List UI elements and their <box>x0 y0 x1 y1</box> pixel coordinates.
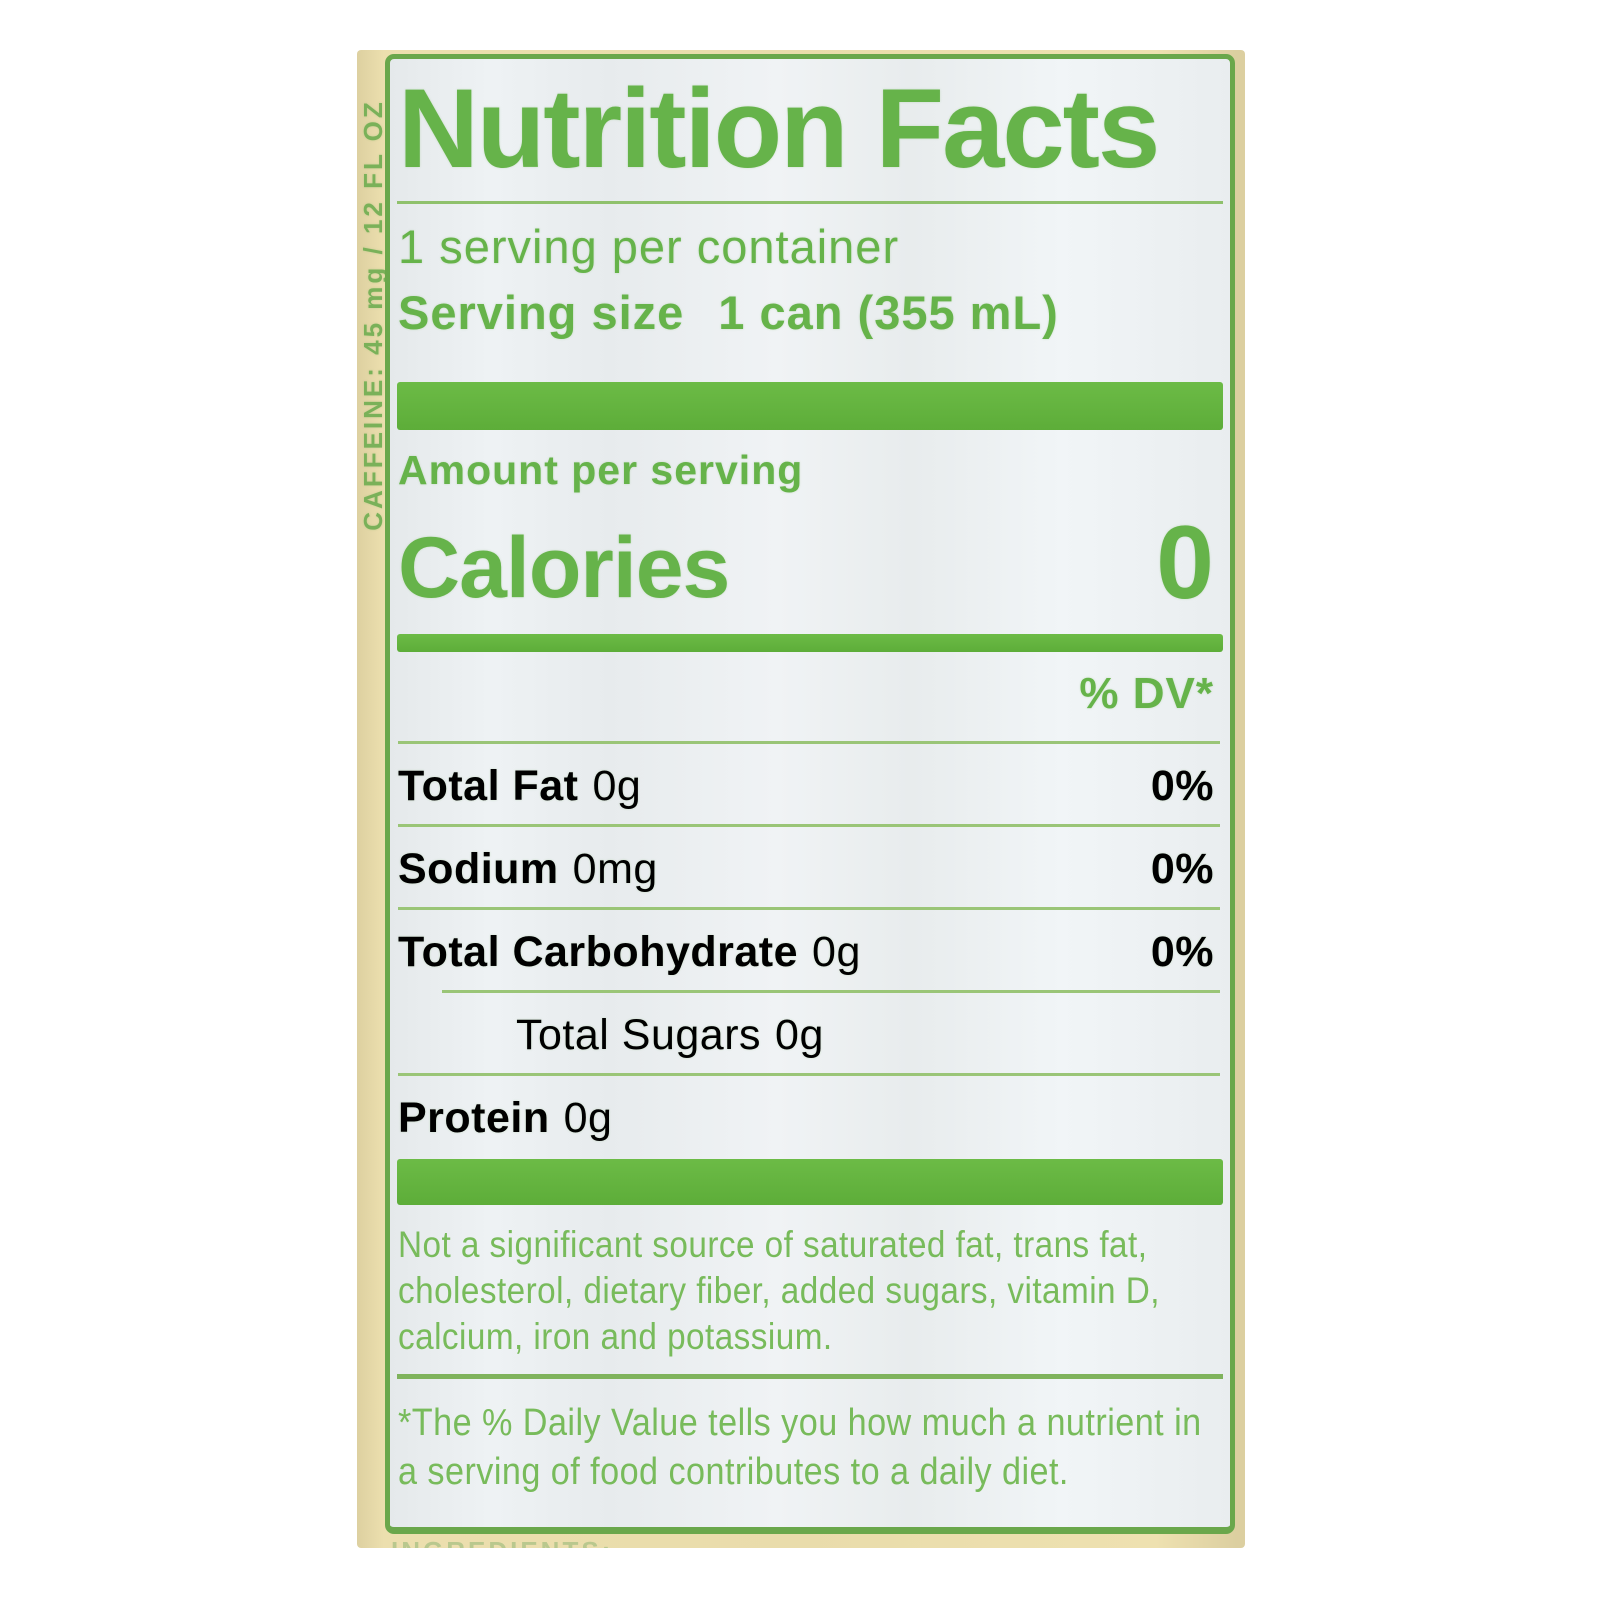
serving-size-row: Serving size 1 can (355 mL) <box>398 285 1214 340</box>
nutrient-amount: 0g <box>775 1010 824 1059</box>
nutrient-name-and-amount: Total Sugars 0g <box>516 1011 824 1060</box>
nutrient-name-and-amount: Protein 0g <box>398 1094 612 1143</box>
daily-value-note: *The % Daily Value tells you how much a … <box>398 1402 1202 1494</box>
nutrition-facts-panel: Nutrition Facts 1 serving per container … <box>385 54 1235 1534</box>
amount-per-serving-label: Amount per serving <box>398 447 804 493</box>
calories-value: 0 <box>1156 505 1214 622</box>
nutrient-name: Sodium <box>398 844 559 893</box>
nutrient-row-total-sugars: Total Sugars 0g <box>398 995 1214 1075</box>
can-photo: CAFFEINE: 45 mg / 12 FL OZ INGREDIENTS: … <box>357 50 1245 1548</box>
nutrient-name-and-amount: Total Fat 0g <box>398 762 641 811</box>
nutrient-row-total-carbohydrate: Total Carbohydrate 0g 0% <box>398 912 1214 992</box>
label-title: Nutrition Facts <box>398 66 1160 191</box>
nutrient-name-and-amount: Total Carbohydrate 0g <box>398 928 861 977</box>
medium-separator-bar <box>397 634 1223 652</box>
thick-separator-bar-bottom <box>397 1159 1223 1205</box>
row-divider <box>398 907 1220 910</box>
nutrient-row-total-fat: Total Fat 0g 0% <box>398 746 1214 826</box>
title-rule <box>397 201 1223 204</box>
nutrient-amount: 0g <box>592 761 642 810</box>
servings-per-container: 1 serving per container <box>398 220 900 273</box>
nutrient-row-sodium: Sodium 0mg 0% <box>398 829 1214 909</box>
row-divider <box>398 741 1220 744</box>
dv-column-header: % DV* <box>1079 669 1214 718</box>
ingredients-clipped-text: INGREDIENTS: <box>391 1536 613 1548</box>
nutrient-name: Total Sugars <box>516 1010 762 1059</box>
nutrient-dv: 0% <box>1150 927 1214 976</box>
serving-size-label: Serving size <box>398 286 685 339</box>
nutrient-name-and-amount: Sodium 0mg <box>398 845 658 894</box>
calories-row: Calories 0 <box>398 496 1214 622</box>
nutrient-dv: 0% <box>1150 844 1214 893</box>
nutrient-name: Total Carbohydrate <box>398 927 799 976</box>
thick-separator-bar-top <box>397 382 1223 430</box>
can-side-caffeine-text: CAFFEINE: 45 mg / 12 FL OZ <box>358 99 388 531</box>
row-divider-indented <box>442 990 1220 993</box>
nutrient-dv: 0% <box>1150 761 1214 810</box>
nutrient-name: Total Fat <box>398 761 579 810</box>
nutrient-amount: 0mg <box>572 844 658 893</box>
row-divider <box>398 824 1220 827</box>
footnote-divider <box>397 1374 1223 1379</box>
row-divider <box>398 1073 1220 1076</box>
nutrient-row-protein: Protein 0g <box>398 1078 1214 1158</box>
nutrient-name: Protein <box>398 1093 550 1142</box>
nutrient-amount: 0g <box>812 927 861 976</box>
nutrient-amount: 0g <box>563 1093 613 1142</box>
footnote-text: Not a significant source of saturated fa… <box>398 1224 1160 1357</box>
calories-label: Calories <box>398 520 730 617</box>
serving-size-value: 1 can (355 mL) <box>718 286 1059 339</box>
